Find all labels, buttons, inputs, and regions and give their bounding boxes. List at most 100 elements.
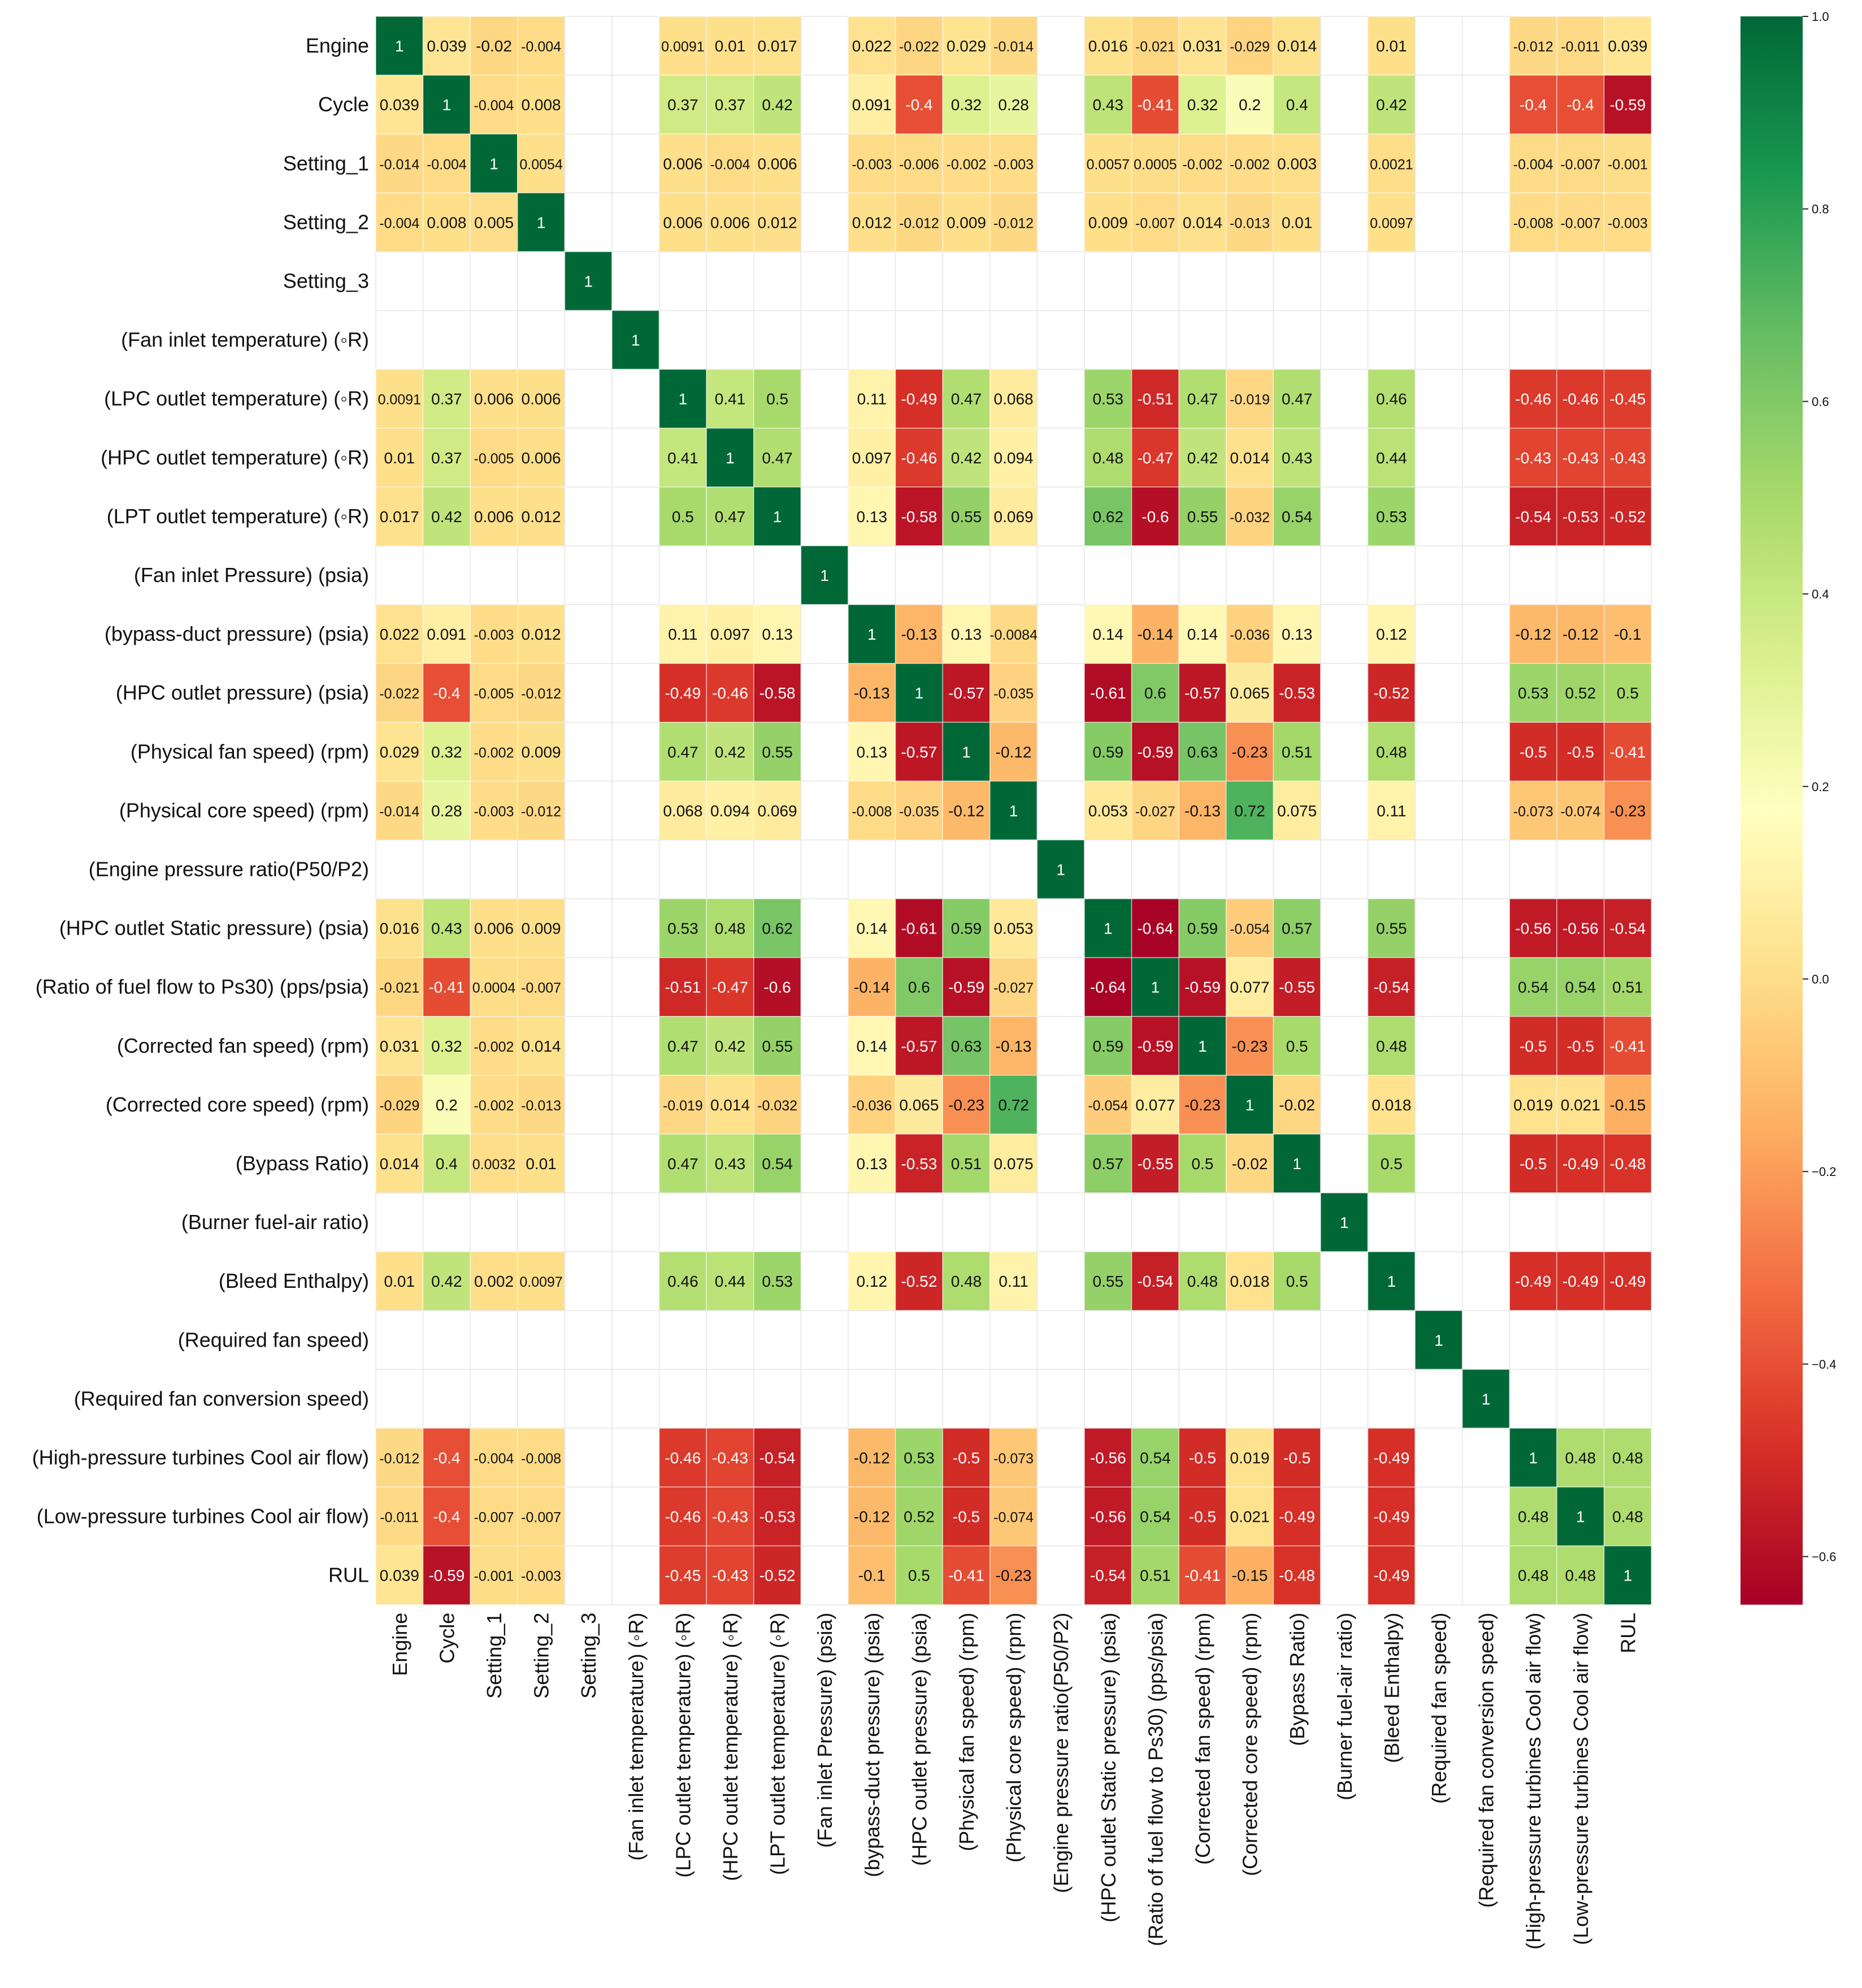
heatmap-cell xyxy=(895,663,943,723)
heatmap-cell xyxy=(422,368,471,429)
heatmap-cell-empty xyxy=(800,368,849,429)
cell-value-label: 0.002 xyxy=(474,1273,514,1290)
cell-value-label: 0.42 xyxy=(715,743,746,761)
heatmap-cell-empty xyxy=(1036,722,1085,782)
row-label-engine-pressure-ratio-p50-p2: (Engine pressure ratio(P50/P2) xyxy=(89,857,369,880)
heatmap-cell-empty xyxy=(1556,310,1605,370)
column-label-physical-fan-speed-rpm: (Physical fan speed) (rpm) xyxy=(955,1613,978,1851)
heatmap-cell-empty xyxy=(564,663,613,723)
heatmap-cell xyxy=(1226,780,1274,841)
row-label-bleed-enthalpy: (Bleed Enthalpy) xyxy=(219,1269,369,1292)
heatmap-cell xyxy=(517,1075,566,1135)
cell-value-label: -0.0084 xyxy=(989,627,1038,643)
heatmap-cell-empty xyxy=(1273,310,1321,370)
heatmap-cell xyxy=(1178,487,1227,546)
heatmap-cell-empty xyxy=(800,1486,849,1547)
heatmap-cell-empty xyxy=(895,545,943,605)
cell-value-label: 1 xyxy=(1292,1155,1301,1173)
cell-value-label: 0.0097 xyxy=(1370,215,1413,231)
heatmap-cell xyxy=(470,1251,518,1311)
heatmap-cell xyxy=(989,957,1038,1017)
heatmap-cell xyxy=(848,1427,896,1488)
heatmap-cell xyxy=(517,722,566,782)
heatmap-cell xyxy=(989,780,1038,841)
heatmap-cell xyxy=(1273,1134,1321,1193)
heatmap-cell xyxy=(422,780,471,841)
cell-value-label: 1 xyxy=(1576,1508,1585,1526)
cell-value-label: 0.5 xyxy=(1381,1155,1403,1173)
heatmap-cell xyxy=(375,1545,424,1605)
cell-value-label: -0.003 xyxy=(521,1569,561,1585)
heatmap-cell-empty xyxy=(1178,839,1227,900)
column-label-rul: RUL xyxy=(1616,1613,1639,1653)
heatmap-cell xyxy=(1178,1251,1227,1311)
heatmap-cell-empty xyxy=(564,1310,613,1370)
row-label-hpc-outlet-temperature-r: (HPC outlet temperature) (◦R) xyxy=(101,446,369,469)
heatmap-cell xyxy=(753,16,802,76)
heatmap-cell xyxy=(1178,722,1227,782)
cell-value-label: -0.019 xyxy=(1230,392,1270,408)
heatmap-cell-empty xyxy=(1178,545,1227,605)
cell-value-label: 0.47 xyxy=(951,390,982,408)
heatmap-cell-empty xyxy=(564,1134,613,1193)
cell-value-label: 0.37 xyxy=(431,449,462,467)
cell-value-label: 0.019 xyxy=(1513,1096,1553,1114)
heatmap-cell-empty xyxy=(375,839,424,900)
column-label-setting-1: Setting_1 xyxy=(483,1613,506,1699)
colorbar: 1.0 0.8 0.6 0.4 0.2 0.0 −0.2 −0.4 −0.6 xyxy=(1741,10,1836,1605)
cell-value-label: -0.003 xyxy=(852,157,892,172)
heatmap-cell xyxy=(1273,722,1321,782)
cell-value-label: 0.5 xyxy=(1286,1273,1308,1290)
cell-value-label: 0.59 xyxy=(1093,1038,1124,1055)
cell-value-label: -0.43 xyxy=(1562,449,1599,467)
heatmap-cell xyxy=(942,1134,991,1193)
heatmap-cell-empty xyxy=(1320,310,1369,370)
heatmap-cell xyxy=(517,1251,566,1311)
heatmap-cell-empty xyxy=(1036,1310,1085,1370)
heatmap-cell xyxy=(1603,368,1652,429)
cell-value-label: -0.51 xyxy=(1137,390,1173,408)
cell-value-label: -0.014 xyxy=(993,39,1034,55)
heatmap-cell xyxy=(564,251,613,311)
column-label-hpc-outlet-pressure-psia: (HPC outlet pressure) (psia) xyxy=(908,1613,931,1866)
heatmap-cell-empty xyxy=(942,1310,991,1370)
heatmap-cell xyxy=(1556,1486,1605,1547)
heatmap-cell-empty xyxy=(895,310,943,370)
heatmap-cell-empty xyxy=(753,1310,802,1370)
heatmap-cell-empty xyxy=(1036,75,1085,134)
cell-value-label: 1 xyxy=(726,449,735,467)
cell-value-label: -0.027 xyxy=(1135,804,1175,819)
colorbar-tick-label: 0.2 xyxy=(1812,780,1829,794)
heatmap-cell-empty xyxy=(989,545,1038,605)
cell-value-label: 0.01 xyxy=(1282,214,1313,231)
heatmap-cell xyxy=(1084,1134,1132,1193)
heatmap-cell-empty xyxy=(611,133,660,194)
cell-value-label: 0.5 xyxy=(1617,684,1639,702)
heatmap-cell xyxy=(1084,1545,1132,1605)
cell-value-label: -0.12 xyxy=(1515,626,1551,643)
heatmap-cell xyxy=(658,1427,707,1488)
heatmap-cell-empty xyxy=(1036,545,1085,605)
heatmap-cell xyxy=(1131,16,1179,76)
heatmap-cell-empty xyxy=(1131,1310,1179,1370)
cell-value-label: -0.004 xyxy=(427,157,467,172)
cell-value-label: 0.016 xyxy=(380,920,419,937)
cell-value-label: 0.068 xyxy=(994,390,1034,408)
heatmap-cell xyxy=(422,16,471,76)
heatmap-cell xyxy=(375,663,424,723)
heatmap-cell xyxy=(1603,487,1652,546)
heatmap-cell-empty xyxy=(422,310,471,370)
heatmap-cell-empty xyxy=(1603,839,1652,900)
heatmap-cell xyxy=(1603,427,1652,488)
cell-value-label: 0.006 xyxy=(474,508,514,526)
cell-value-label: -0.002 xyxy=(474,745,514,761)
heatmap-cell xyxy=(942,1075,991,1135)
heatmap-cell-empty xyxy=(1603,251,1652,311)
cell-value-label: 1 xyxy=(867,626,876,643)
cell-value-label: -0.43 xyxy=(1609,449,1646,467)
cell-value-label: 0.11 xyxy=(668,626,697,643)
heatmap-cell-empty xyxy=(895,839,943,900)
cell-value-label: 1 xyxy=(537,214,546,231)
cell-value-label: -0.001 xyxy=(474,1569,514,1585)
cell-value-label: 0.47 xyxy=(715,508,746,526)
